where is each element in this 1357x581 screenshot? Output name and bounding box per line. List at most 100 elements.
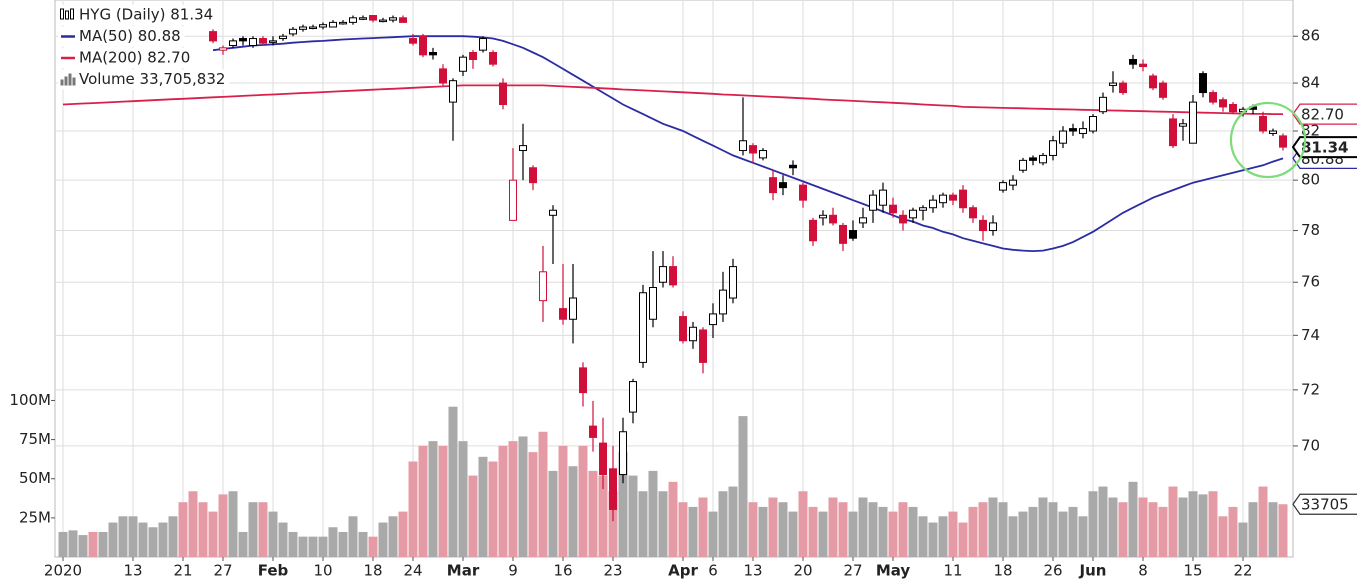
- candle-body: [1269, 130, 1277, 134]
- volume-bar: [1158, 506, 1168, 557]
- volume-bar: [1088, 491, 1098, 557]
- volume-bar: [1188, 491, 1198, 557]
- price-tag-label: 81.34: [1301, 139, 1348, 157]
- volume-bar: [228, 491, 238, 557]
- candle-body: [539, 271, 547, 302]
- candle-body: [469, 51, 477, 61]
- candle-body: [339, 21, 347, 25]
- volume-bar: [458, 441, 468, 557]
- candle-body: [769, 177, 777, 194]
- x-tick-label: 24: [403, 562, 422, 580]
- legend-icon: [60, 8, 64, 20]
- volume-bar: [1098, 486, 1108, 557]
- candle-body: [639, 292, 647, 363]
- volume-bar: [1218, 516, 1228, 557]
- volume-bar: [648, 470, 658, 557]
- candle-body: [1029, 157, 1037, 161]
- candle-body: [1189, 101, 1197, 144]
- candle-body: [319, 24, 327, 28]
- x-tick-label: Jun: [1079, 562, 1107, 580]
- volume-bar: [958, 522, 968, 557]
- volume-bar: [508, 441, 518, 557]
- volume-bar: [638, 491, 648, 557]
- candle-body: [649, 286, 657, 320]
- candle-body: [479, 38, 487, 51]
- volume-bar: [1178, 497, 1188, 557]
- candle-body: [789, 164, 797, 169]
- candle-body: [629, 381, 637, 413]
- candle-body: [1259, 116, 1267, 132]
- candle-body: [829, 214, 837, 224]
- volume-bar: [68, 530, 78, 557]
- x-tick-label: 21: [173, 562, 192, 580]
- volume-bar: [488, 461, 498, 557]
- candle-body: [919, 207, 927, 211]
- volume-bar: [1008, 516, 1018, 557]
- volume-bar: [558, 445, 568, 557]
- candle-body: [759, 150, 767, 159]
- volume-bar: [258, 502, 268, 557]
- volume-bar: [1168, 486, 1178, 557]
- candle-body: [579, 367, 587, 394]
- candle-body: [669, 266, 677, 286]
- x-tick-label: 16: [553, 562, 572, 580]
- candle-body: [299, 26, 307, 30]
- x-tick-label: 26: [1043, 562, 1062, 580]
- volume-bar: [278, 522, 288, 557]
- volume-bar: [218, 494, 228, 557]
- candle-body: [949, 194, 957, 201]
- volume-bar: [828, 497, 838, 557]
- volume-bar: [948, 511, 958, 557]
- volume-bar: [708, 511, 718, 557]
- candle-body: [599, 442, 607, 476]
- legend-icon: [72, 77, 76, 86]
- volume-bar: [798, 491, 808, 557]
- candle-body: [869, 194, 877, 211]
- volume-bar: [1248, 502, 1258, 557]
- candle-body: [359, 17, 367, 20]
- candle-body: [329, 21, 337, 28]
- volume-bar: [88, 531, 98, 557]
- volume-bar: [368, 536, 378, 557]
- y-tick-label: 80: [1301, 171, 1320, 189]
- volume-bar: [838, 502, 848, 557]
- candle-body: [389, 17, 397, 21]
- candle-body: [809, 219, 817, 242]
- x-tick-label: 22: [1233, 562, 1252, 580]
- volume-bar: [108, 522, 118, 557]
- y-tick-label: 82: [1301, 122, 1320, 140]
- volume-tag: [1292, 493, 1357, 515]
- x-tick-label: 15: [1183, 562, 1202, 580]
- volume-bar: [998, 502, 1008, 557]
- volume-bar: [688, 506, 698, 557]
- x-tick-label: 18: [363, 562, 382, 580]
- x-tick-label: 27: [213, 562, 232, 580]
- volume-bar: [868, 502, 878, 557]
- volume-bar: [1078, 516, 1088, 557]
- volume-bar: [568, 466, 578, 557]
- volume-bar: [1108, 497, 1118, 557]
- volume-bar: [698, 497, 708, 557]
- volume-bar: [178, 502, 188, 557]
- candle-body: [529, 167, 537, 184]
- y-tick-label: 76: [1301, 273, 1320, 291]
- price-tag: [1291, 136, 1357, 159]
- y-tick-label: 72: [1301, 380, 1320, 398]
- volume-bar: [1198, 494, 1208, 557]
- volume-bar: [928, 522, 938, 557]
- candle-body: [939, 194, 947, 204]
- legend-label: MA(200) 82.70: [79, 49, 190, 67]
- candle-body: [679, 316, 687, 342]
- x-tick-label: 13: [123, 562, 142, 580]
- candle-body: [559, 308, 567, 320]
- x-tick-label: 6: [708, 562, 718, 580]
- volume-bar: [988, 497, 998, 557]
- volume-bar: [848, 511, 858, 557]
- candle-body: [859, 217, 867, 224]
- candle-body: [459, 56, 467, 72]
- candle-body: [519, 145, 527, 152]
- candle-body: [879, 189, 887, 206]
- candle-body: [1109, 82, 1117, 86]
- candle-body: [699, 329, 707, 363]
- volume-tick-label: 50M: [19, 469, 51, 487]
